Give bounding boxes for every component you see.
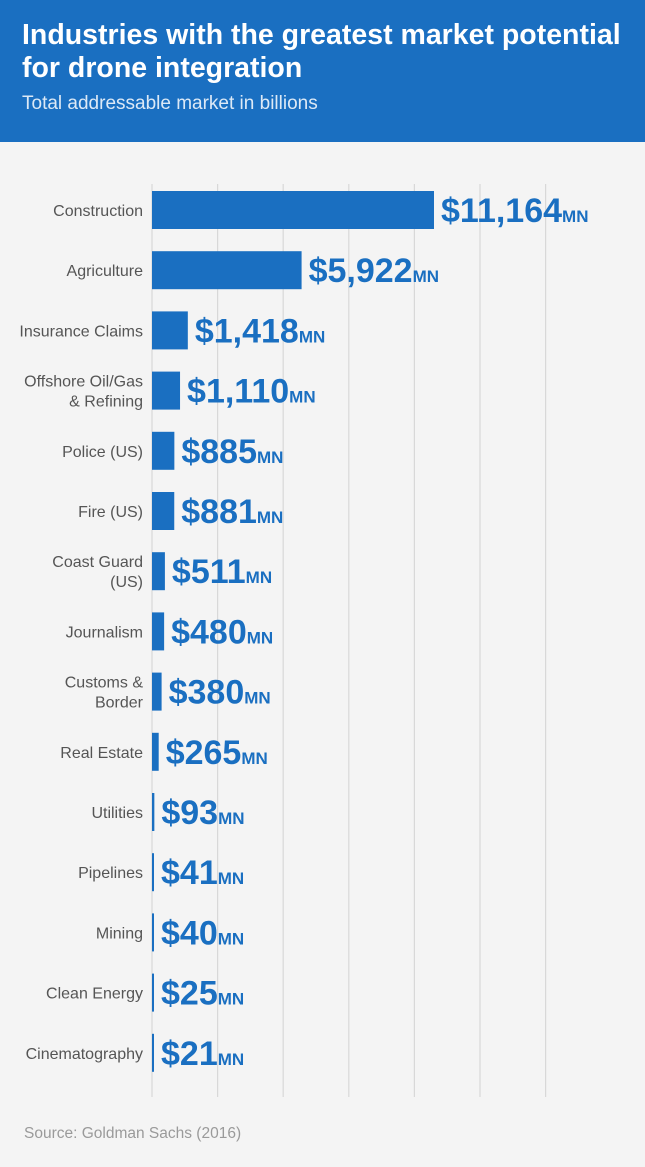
value-unit: MN xyxy=(257,448,283,467)
value-amount: $881 xyxy=(181,493,257,531)
value-label: $41MN xyxy=(161,854,244,892)
bar xyxy=(152,973,154,1012)
value-label: $1,418MN xyxy=(195,312,325,350)
value-amount: $885 xyxy=(181,433,257,471)
value-unit: MN xyxy=(218,929,244,948)
value-label: $11,164MN xyxy=(441,192,588,230)
value-unit: MN xyxy=(218,990,244,1009)
category-label-line: Real Estate xyxy=(60,745,143,762)
category-label-line: Coast Guard xyxy=(52,554,143,571)
value-unit: MN xyxy=(218,869,244,888)
category-label-line: & Refining xyxy=(69,394,143,411)
category-label-line: Utilities xyxy=(91,805,143,822)
source-note: Source: Goldman Sachs (2016) xyxy=(24,1125,242,1142)
value-amount: $265 xyxy=(166,734,242,772)
value-label: $5,922MN xyxy=(309,252,439,290)
category-label: Mining xyxy=(96,925,143,942)
bar xyxy=(152,913,154,952)
category-label: Real Estate xyxy=(60,745,143,762)
value-label: $40MN xyxy=(161,914,244,952)
chart-title: Industries with the greatest market pote… xyxy=(22,19,621,84)
bar xyxy=(152,311,188,350)
category-label-line: Pipelines xyxy=(78,865,143,882)
value-amount: $93 xyxy=(161,794,218,832)
category-label-line: Journalism xyxy=(66,624,143,641)
bar xyxy=(152,191,434,229)
category-label: Coast Guard (US) xyxy=(52,554,143,591)
bar xyxy=(152,431,175,470)
category-label-line: Agriculture xyxy=(67,263,144,280)
bar xyxy=(152,732,159,771)
bar xyxy=(152,612,165,651)
value-unit: MN xyxy=(562,207,588,226)
category-label: Pipelines xyxy=(78,865,143,882)
category-label: Offshore Oil/Gas & Refining xyxy=(24,374,143,411)
category-label-line: Insurance Claims xyxy=(19,323,143,340)
value-amount: $511 xyxy=(172,553,246,591)
category-label: Construction xyxy=(53,203,143,220)
value-label: $380MN xyxy=(169,674,271,712)
category-label-line: Offshore Oil/Gas xyxy=(24,374,143,391)
value-label: $93MN xyxy=(161,794,244,832)
bar xyxy=(152,853,154,892)
value-label: $881MN xyxy=(181,493,283,531)
value-unit: MN xyxy=(289,388,315,407)
category-label-line: Cinematography xyxy=(26,1046,143,1063)
category-label-line: Police (US) xyxy=(62,444,143,461)
category-label: Journalism xyxy=(66,624,143,641)
value-unit: MN xyxy=(218,809,244,828)
bar xyxy=(152,552,165,591)
category-label-line: Customs & xyxy=(65,675,144,692)
value-unit: MN xyxy=(299,327,325,346)
category-label-line: Mining xyxy=(96,925,143,942)
value-unit: MN xyxy=(257,508,283,527)
category-label: Utilities xyxy=(91,805,143,822)
value-amount: $380 xyxy=(169,674,245,712)
category-label-line: Fire (US) xyxy=(78,504,143,521)
value-unit: MN xyxy=(247,628,273,647)
value-amount: $40 xyxy=(161,914,218,952)
value-amount: $25 xyxy=(161,975,218,1013)
category-label: Cinematography xyxy=(26,1046,143,1063)
value-amount: $21 xyxy=(161,1035,218,1073)
value-amount: $1,110 xyxy=(187,373,289,411)
bar xyxy=(152,371,181,410)
category-label-line: (US) xyxy=(110,574,143,591)
bar xyxy=(152,1033,154,1072)
category-label: Police (US) xyxy=(62,444,143,461)
value-unit: MN xyxy=(241,749,267,768)
category-label: Fire (US) xyxy=(78,504,143,521)
bar xyxy=(152,672,162,711)
value-label: $25MN xyxy=(161,975,244,1013)
chart-subtitle: Total addressable market in billions xyxy=(22,93,318,114)
value-unit: MN xyxy=(218,1050,244,1069)
value-amount: $1,418 xyxy=(195,312,299,350)
value-amount: $5,922 xyxy=(309,252,413,290)
bar xyxy=(152,793,155,831)
value-label: $265MN xyxy=(166,734,268,772)
value-amount: $41 xyxy=(161,854,218,892)
value-amount: $480 xyxy=(171,613,247,651)
value-amount: $11,164 xyxy=(441,192,562,230)
bar xyxy=(152,492,175,530)
value-label: $21MN xyxy=(161,1035,244,1073)
category-label-line: Clean Energy xyxy=(46,986,143,1003)
value-unit: MN xyxy=(413,267,439,286)
category-label: Clean Energy xyxy=(46,986,143,1003)
value-label: $480MN xyxy=(171,613,273,651)
value-unit: MN xyxy=(244,689,270,708)
category-label: Insurance Claims xyxy=(19,323,143,340)
value-unit: MN xyxy=(246,568,272,587)
bar xyxy=(152,251,302,290)
value-label: $511MN xyxy=(172,553,272,591)
category-label: Customs & Border xyxy=(65,675,144,712)
category-label: Agriculture xyxy=(67,263,144,280)
category-label-line: Construction xyxy=(53,203,143,220)
value-label: $1,110MN xyxy=(187,373,316,411)
value-label: $885MN xyxy=(181,433,283,471)
category-label-line: Border xyxy=(95,695,144,712)
header-banner: Industries with the greatest market pote… xyxy=(0,0,645,142)
